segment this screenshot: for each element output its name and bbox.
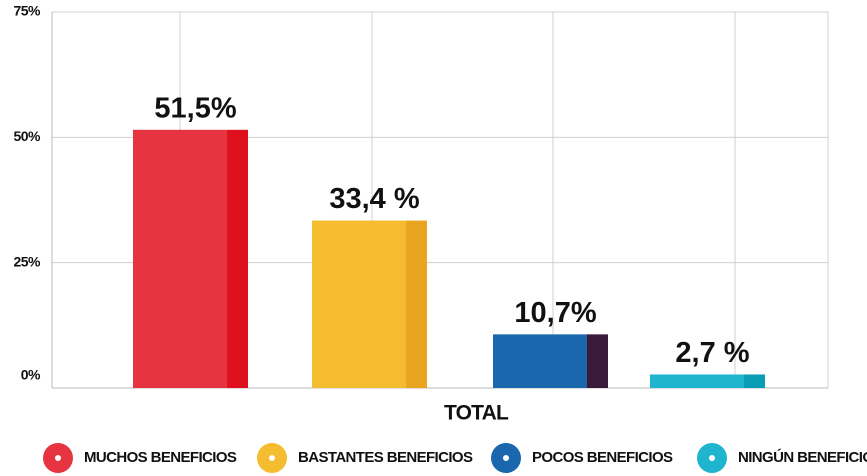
- legend-marker-dot: [709, 455, 715, 461]
- bar: [650, 374, 765, 388]
- y-tick-label: 25%: [13, 253, 41, 269]
- bar-shade: [587, 334, 608, 388]
- bar-shade: [227, 129, 248, 388]
- legend-marker-dot: [55, 455, 61, 461]
- bar-face: [493, 334, 587, 388]
- bar-shade: [744, 374, 765, 388]
- value-label: 2,7 %: [675, 337, 749, 369]
- y-tick-label: 50%: [13, 128, 41, 144]
- legend-label: MUCHOS BENEFICIOS: [84, 449, 237, 466]
- legend-label: POCOS BENEFICIOS: [532, 449, 673, 466]
- bar-face: [312, 220, 406, 388]
- x-axis-label: TOTAL: [444, 402, 509, 425]
- legend-label: NINGÚN BENEFICIO: [738, 448, 867, 466]
- y-tick-label: 0%: [21, 367, 41, 383]
- bar-face: [650, 374, 744, 388]
- legend-marker-dot: [269, 455, 275, 461]
- value-label: 51,5%: [154, 92, 236, 124]
- legend-label: BASTANTES BENEFICIOS: [298, 449, 473, 466]
- bar-face: [133, 129, 227, 388]
- y-tick-label: 75%: [13, 3, 41, 19]
- bar-shade: [406, 220, 427, 388]
- vertical-grid: [179, 12, 829, 388]
- bar: [133, 129, 248, 388]
- value-label: 10,7%: [514, 297, 596, 329]
- legend-marker-dot: [503, 455, 509, 461]
- value-label: 33,4 %: [329, 183, 419, 215]
- bar: [312, 220, 427, 388]
- bar: [493, 334, 608, 388]
